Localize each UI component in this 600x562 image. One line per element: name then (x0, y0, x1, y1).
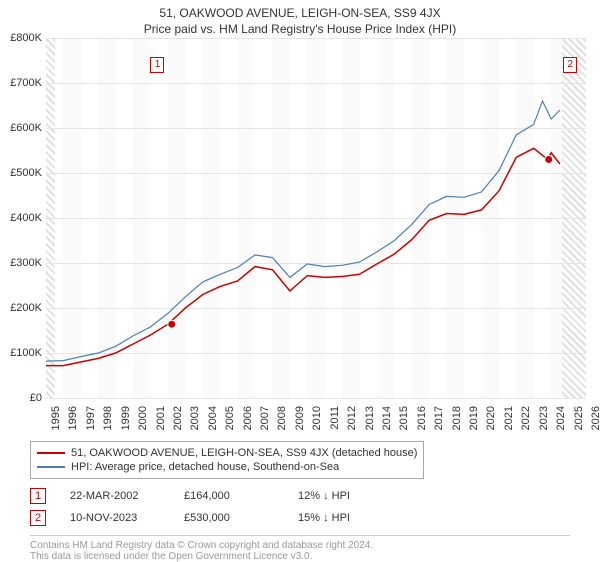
x-tick-label: 2015 (398, 406, 410, 430)
x-tick-label: 1995 (50, 406, 62, 430)
x-tick-label: 2016 (416, 406, 428, 430)
x-tick-label: 2005 (224, 406, 236, 430)
x-tick-label: 2013 (364, 406, 376, 430)
x-tick-label: 2025 (573, 406, 585, 430)
y-tick-label: £400K (0, 212, 42, 224)
x-tick-label: 2019 (468, 406, 480, 430)
legend-row: 51, OAKWOOD AVENUE, LEIGH-ON-SEA, SS9 4J… (37, 446, 417, 460)
x-tick-label: 2010 (311, 406, 323, 430)
x-tick-label: 2003 (189, 406, 201, 430)
page-subtitle: Price paid vs. HM Land Registry's House … (0, 20, 600, 38)
x-tick-label: 2006 (242, 406, 254, 430)
sale-date: 10-NOV-2023 (70, 512, 160, 524)
y-tick-label: £600K (0, 122, 42, 134)
series-property (46, 148, 560, 365)
y-tick-label: £700K (0, 77, 42, 89)
x-tick-label: 2024 (555, 406, 567, 430)
x-tick-label: 2009 (294, 406, 306, 430)
y-tick-label: £300K (0, 257, 42, 269)
x-tick-label: 2023 (538, 406, 550, 430)
sale-marker-dot (168, 320, 176, 328)
sale-index-box: 1 (30, 488, 46, 504)
sale-marker-box: 1 (150, 57, 164, 73)
chart-legend: 51, OAKWOOD AVENUE, LEIGH-ON-SEA, SS9 4J… (30, 441, 570, 479)
page-title: 51, OAKWOOD AVENUE, LEIGH-ON-SEA, SS9 4J… (0, 0, 600, 20)
x-tick-label: 1997 (85, 406, 97, 430)
x-tick-label: 2014 (381, 406, 393, 430)
x-tick-label: 2004 (207, 406, 219, 430)
footer-attribution: Contains HM Land Registry data © Crown c… (30, 535, 570, 562)
x-tick-label: 2001 (155, 406, 167, 430)
x-tick-label: 2007 (259, 406, 271, 430)
sale-marker-box: 2 (563, 57, 577, 73)
sale-markers-table: 1 22-MAR-2002 £164,000 12% ↓ HPI 2 10-NOV-202… (30, 485, 600, 529)
x-tick-label: 2002 (172, 406, 184, 430)
sale-row: 2 10-NOV-2023 £530,000 15% ↓ HPI (30, 507, 600, 529)
y-tick-label: £500K (0, 167, 42, 179)
legend-swatch (37, 466, 65, 468)
x-axis-labels: 1995 1996 1997 1998 1999 2000 2001 2002 2003 2004… (46, 404, 586, 440)
footer-line-1: Contains HM Land Registry data © Crown c… (30, 540, 570, 551)
series-hpi (46, 101, 560, 361)
price-chart: £0£100K£200K£300K£400K£500K£600K£700K£80… (46, 38, 586, 399)
sale-price: £530,000 (184, 512, 274, 524)
sale-delta: 12% ↓ HPI (298, 490, 388, 502)
legend-label: HPI: Average price, detached house, Sout… (71, 461, 339, 473)
y-tick-label: £800K (0, 32, 42, 44)
x-tick-label: 2000 (137, 406, 149, 430)
sale-date: 22-MAR-2002 (70, 490, 160, 502)
chart-svg (46, 38, 586, 398)
sale-index-box: 2 (30, 510, 46, 526)
x-tick-label: 2011 (329, 406, 341, 430)
legend-label: 51, OAKWOOD AVENUE, LEIGH-ON-SEA, SS9 4J… (71, 447, 417, 459)
sale-price: £164,000 (184, 490, 274, 502)
x-tick-label: 2026 (590, 406, 600, 430)
x-tick-label: 2022 (520, 406, 532, 430)
x-tick-label: 2012 (346, 406, 358, 430)
x-tick-label: 1999 (120, 406, 132, 430)
x-tick-label: 1998 (102, 406, 114, 430)
y-tick-label: £200K (0, 302, 42, 314)
x-tick-label: 2017 (433, 406, 445, 430)
legend-swatch (37, 452, 65, 454)
footer-line-2: This data is licensed under the Open Gov… (30, 551, 570, 562)
x-tick-label: 1996 (67, 406, 79, 430)
sale-row: 1 22-MAR-2002 £164,000 12% ↓ HPI (30, 485, 600, 507)
x-tick-label: 2018 (451, 406, 463, 430)
x-tick-label: 2008 (276, 406, 288, 430)
legend-row: HPI: Average price, detached house, Sout… (37, 460, 417, 474)
sale-marker-dot (545, 156, 553, 164)
x-tick-label: 2021 (503, 406, 515, 430)
y-tick-label: £100K (0, 347, 42, 359)
y-tick-label: £0 (0, 392, 42, 404)
y-axis-labels: £0£100K£200K£300K£400K£500K£600K£700K£80… (0, 38, 44, 398)
x-tick-label: 2020 (485, 406, 497, 430)
sale-delta: 15% ↓ HPI (298, 512, 388, 524)
